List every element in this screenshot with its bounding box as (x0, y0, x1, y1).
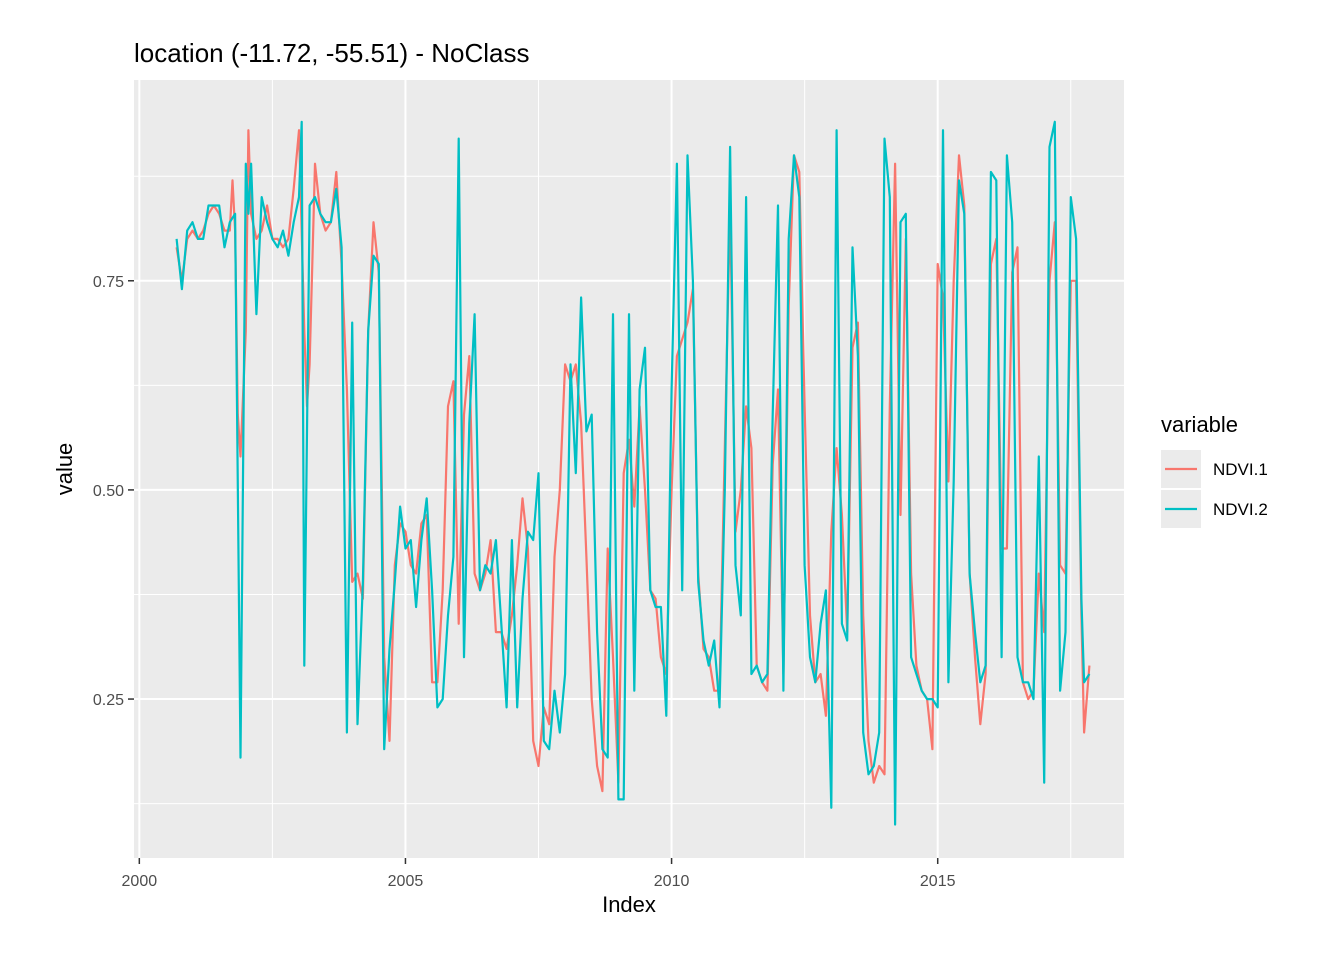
axis-ticks: 2000 2005 2010 2015 0.25 0.50 0.75 (93, 274, 956, 890)
legend-title: variable (1161, 412, 1238, 437)
x-tick-label: 2015 (920, 873, 956, 890)
legend-label: NDVI.2 (1213, 500, 1268, 519)
x-tick-label: 2010 (654, 873, 690, 890)
legend-label: NDVI.1 (1213, 460, 1268, 479)
series-line-ndvi-2 (175, 120, 1091, 826)
y-axis-title: value (52, 443, 77, 496)
y-tick-label: 0.50 (93, 483, 124, 500)
x-tick-label: 2005 (388, 873, 424, 890)
y-tick-label: 0.75 (93, 274, 124, 291)
legend: variable NDVI.1 NDVI.2 (1161, 412, 1268, 528)
grid-lines (134, 80, 1124, 858)
plot-panel (134, 80, 1124, 858)
x-tick-label: 2000 (122, 873, 158, 890)
y-tick-label: 0.25 (93, 692, 124, 709)
series-layer (175, 120, 1091, 826)
x-axis-title: Index (602, 892, 656, 917)
series-line-ndvi-1 (175, 129, 1091, 793)
chart-title: location (-11.72, -55.51) - NoClass (134, 38, 529, 68)
